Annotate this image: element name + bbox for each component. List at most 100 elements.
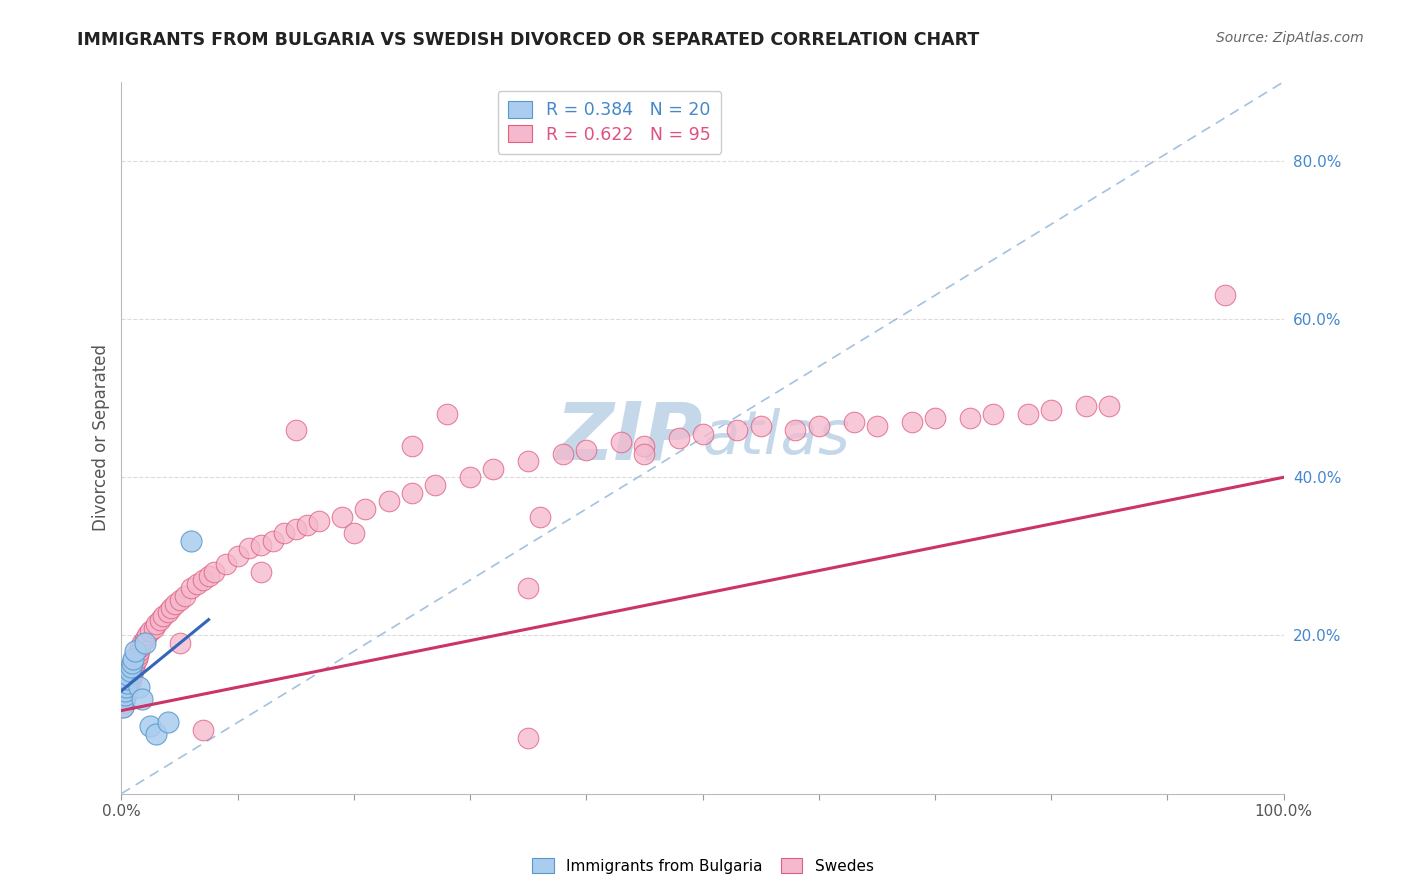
Point	[131, 636, 153, 650]
Point	[122, 660, 145, 674]
Point	[807, 418, 830, 433]
Point	[114, 676, 136, 690]
Point	[128, 644, 150, 658]
Point	[330, 509, 353, 524]
Point	[120, 664, 142, 678]
Text: Source: ZipAtlas.com: Source: ZipAtlas.com	[1216, 31, 1364, 45]
Point	[436, 407, 458, 421]
Point	[118, 664, 141, 678]
Point	[139, 719, 162, 733]
Point	[284, 522, 307, 536]
Point	[866, 418, 889, 433]
Point	[115, 680, 138, 694]
Point	[725, 423, 748, 437]
Point	[284, 423, 307, 437]
Point	[610, 434, 633, 449]
Point	[111, 699, 134, 714]
Point	[308, 514, 330, 528]
Point	[633, 439, 655, 453]
Point	[517, 454, 540, 468]
Point	[112, 680, 135, 694]
Point	[180, 581, 202, 595]
Point	[981, 407, 1004, 421]
Point	[117, 683, 139, 698]
Point	[152, 608, 174, 623]
Point	[238, 541, 260, 556]
Point	[529, 509, 551, 524]
Point	[117, 672, 139, 686]
Point	[273, 525, 295, 540]
Point	[1074, 399, 1097, 413]
Point	[959, 411, 981, 425]
Point	[114, 683, 136, 698]
Point	[139, 624, 162, 639]
Point	[129, 640, 152, 655]
Point	[215, 558, 238, 572]
Point	[186, 577, 208, 591]
Point	[112, 688, 135, 702]
Point	[122, 656, 145, 670]
Point	[124, 656, 146, 670]
Point	[343, 525, 366, 540]
Point	[136, 628, 159, 642]
Point	[1098, 399, 1121, 413]
Point	[114, 688, 136, 702]
Point	[111, 699, 134, 714]
Point	[174, 589, 197, 603]
Point	[121, 656, 143, 670]
Legend: R = 0.384   N = 20, R = 0.622   N = 95: R = 0.384 N = 20, R = 0.622 N = 95	[498, 91, 721, 154]
Point	[401, 439, 423, 453]
Y-axis label: Divorced or Separated: Divorced or Separated	[93, 344, 110, 532]
Point	[111, 683, 134, 698]
Point	[118, 676, 141, 690]
Point	[250, 537, 273, 551]
Point	[160, 600, 183, 615]
Legend: Immigrants from Bulgaria, Swedes: Immigrants from Bulgaria, Swedes	[526, 852, 880, 880]
Point	[143, 621, 166, 635]
Point	[145, 727, 167, 741]
Point	[482, 462, 505, 476]
Point	[842, 415, 865, 429]
Point	[122, 652, 145, 666]
Point	[124, 644, 146, 658]
Point	[112, 691, 135, 706]
Point	[120, 672, 142, 686]
Point	[169, 636, 191, 650]
Point	[163, 597, 186, 611]
Point	[551, 446, 574, 460]
Point	[117, 680, 139, 694]
Point	[114, 691, 136, 706]
Point	[354, 502, 377, 516]
Point	[668, 431, 690, 445]
Point	[149, 613, 172, 627]
Point	[125, 652, 148, 666]
Point	[127, 648, 149, 663]
Point	[191, 723, 214, 738]
Point	[202, 565, 225, 579]
Point	[575, 442, 598, 457]
Point	[900, 415, 922, 429]
Point	[785, 423, 807, 437]
Point	[1040, 403, 1063, 417]
Point	[1017, 407, 1039, 421]
Point	[115, 688, 138, 702]
Point	[156, 715, 179, 730]
Point	[297, 517, 319, 532]
Point	[191, 573, 214, 587]
Point	[517, 581, 540, 595]
Point	[145, 616, 167, 631]
Point	[180, 533, 202, 548]
Point	[118, 668, 141, 682]
Point	[458, 470, 481, 484]
Point	[197, 569, 219, 583]
Point	[924, 411, 946, 425]
Point	[517, 731, 540, 746]
Point	[112, 696, 135, 710]
Point	[121, 668, 143, 682]
Point	[692, 426, 714, 441]
Point	[401, 486, 423, 500]
Point	[131, 691, 153, 706]
Point	[117, 668, 139, 682]
Point	[134, 636, 156, 650]
Point	[117, 668, 139, 682]
